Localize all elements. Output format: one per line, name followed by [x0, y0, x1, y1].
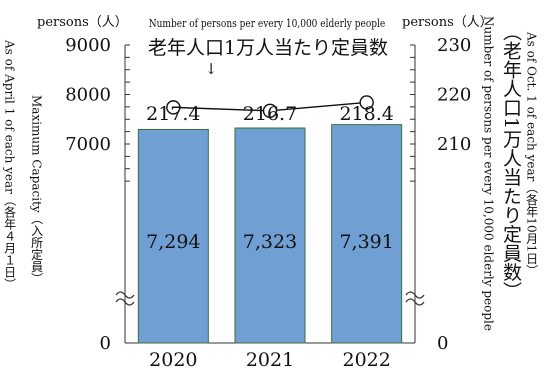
right-tick-label: 220 — [437, 85, 471, 106]
right-tick-label: 0 — [437, 333, 448, 354]
right-axis-unit: persons（人） — [402, 15, 493, 30]
bar-value-label: 7,294 — [146, 231, 200, 253]
line-value-label: 216.7 — [243, 103, 297, 125]
bar — [137, 128, 209, 344]
annotation-arrow: ↓ — [205, 60, 218, 78]
x-tick-label: 2022 — [342, 349, 390, 370]
bar-value-label: 7,391 — [339, 231, 393, 253]
right-axis-title-ja: （老年人口1万人当たり定員数） — [499, 22, 522, 301]
bar — [234, 127, 306, 344]
bar — [331, 124, 403, 344]
right-axis-break — [405, 298, 425, 306]
left-tick-label: 8000 — [65, 85, 111, 106]
right-axis-note: As of Oct. 1 of each year（各年10月1日） — [524, 32, 539, 277]
line-value-label: 217.4 — [146, 103, 200, 125]
line-point — [359, 95, 374, 110]
left-tick-label: 9000 — [65, 35, 111, 56]
right-axis-title-en: Number of persons per every 10,000 elder… — [481, 16, 496, 331]
bar-value-label: 7,323 — [243, 231, 297, 253]
left-axis-break — [115, 291, 135, 299]
right-tick-label: 210 — [437, 134, 471, 155]
line-annotation-ja: 老年人口1万人当たり定員数 — [148, 37, 388, 59]
left-axis-unit: persons（人） — [37, 15, 128, 30]
left-axis-title-ja: Maximum Capacity（入所定員） — [29, 95, 44, 285]
left-tick-label: 7000 — [65, 134, 111, 155]
line-point — [166, 100, 181, 115]
right-axis-break — [405, 291, 425, 299]
right-tick-label: 230 — [437, 35, 471, 56]
left-tick-label: 0 — [100, 333, 111, 354]
x-tick-label: 2020 — [149, 349, 197, 370]
left-axis-break — [115, 298, 135, 306]
x-tick-label: 2021 — [246, 349, 294, 370]
marks: 0 7000 8000 9000 0 210 220 230 7,294 2020 7,323 202… — [65, 35, 471, 371]
line-point — [262, 103, 278, 119]
line-annotation-en: Number of persons per every 10,000 elder… — [149, 18, 386, 30]
line-value-label: 218.4 — [339, 103, 393, 125]
left-axis-title-en: As of April 1 of each year（各年４月１日） — [2, 40, 17, 290]
